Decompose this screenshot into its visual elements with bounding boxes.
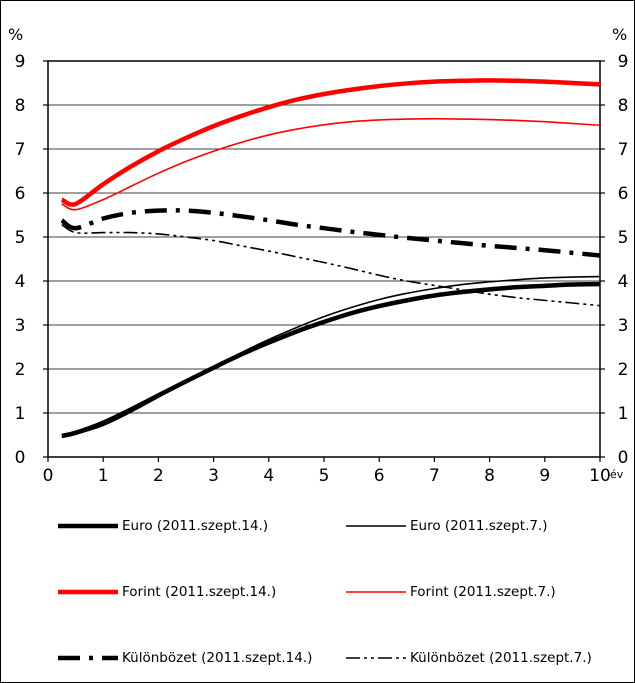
y-tick-label-right: 0 bbox=[618, 448, 629, 468]
legend-label: Különbözet (2011.szept.14.) bbox=[122, 650, 313, 666]
legend-item-diff-sep7: Különbözet (2011.szept.7.) bbox=[346, 647, 592, 669]
y-tick-label-right: 8 bbox=[618, 96, 629, 116]
legend-item-forint-sep14: Forint (2011.szept.14.) bbox=[58, 581, 276, 603]
y-tick-label-right: 3 bbox=[618, 316, 629, 336]
y-unit-left: % bbox=[8, 25, 23, 44]
y-tick-label-right: 6 bbox=[618, 184, 629, 204]
series-line-4 bbox=[60, 208, 601, 258]
legend-label: Forint (2011.szept.14.) bbox=[122, 584, 277, 600]
legend-item-euro-sep14: Euro (2011.szept.14.) bbox=[58, 515, 268, 537]
y-tick-label-left: 9 bbox=[15, 52, 26, 72]
legend-item-diff-sep14: Különbözet (2011.szept.14.) bbox=[58, 647, 312, 669]
y-tick-label-left: 8 bbox=[15, 96, 26, 116]
legend-swatch bbox=[58, 523, 118, 529]
legend-swatch bbox=[346, 525, 406, 527]
x-tick-label: 8 bbox=[484, 466, 495, 486]
y-tick-label-left: 7 bbox=[15, 140, 26, 160]
y-tick-label-left: 1 bbox=[15, 404, 26, 424]
legend-item-forint-sep7: Forint (2011.szept.7.) bbox=[346, 581, 556, 603]
x-tick-label: 3 bbox=[208, 466, 219, 486]
y-tick-label-left: 4 bbox=[15, 272, 26, 292]
plot-area bbox=[47, 60, 601, 458]
x-axis: 0 1 2 3 4 5 6 7 8 9 10 bbox=[43, 457, 611, 486]
x-tick-label: 0 bbox=[43, 466, 54, 486]
y-tick-label-right: 1 bbox=[618, 404, 629, 424]
legend-swatch bbox=[58, 589, 118, 595]
x-unit: év bbox=[610, 468, 624, 481]
series-line-2 bbox=[60, 78, 601, 207]
legend-label: Euro (2011.szept.14.) bbox=[122, 518, 269, 534]
legend-swatch bbox=[346, 591, 406, 593]
x-tick-label: 5 bbox=[319, 466, 330, 486]
x-tick-label: 2 bbox=[153, 466, 164, 486]
legend-swatch bbox=[58, 655, 118, 661]
y-tick-label-right: 9 bbox=[618, 52, 629, 72]
y-axis-left: 0 1 2 3 4 5 6 7 8 9 bbox=[15, 52, 48, 468]
y-unit-right: % bbox=[612, 25, 627, 44]
x-tick-label: 9 bbox=[539, 466, 550, 486]
x-tick-label: 10 bbox=[589, 466, 611, 486]
x-tick-label: 1 bbox=[98, 466, 109, 486]
x-tick-label: 6 bbox=[374, 466, 385, 486]
legend-swatch bbox=[346, 657, 406, 659]
y-tick-label-left: 6 bbox=[15, 184, 26, 204]
grid-lines bbox=[48, 104, 600, 414]
y-axis-right: 0 1 2 3 4 5 6 7 8 9 bbox=[600, 52, 628, 468]
legend-label: Forint (2011.szept.7.) bbox=[410, 584, 556, 600]
y-tick-label-right: 5 bbox=[618, 228, 629, 248]
legend-label: Különbözet (2011.szept.7.) bbox=[410, 650, 592, 666]
series-line-0 bbox=[61, 281, 601, 439]
y-tick-label-left: 3 bbox=[15, 316, 26, 336]
y-tick-label-right: 2 bbox=[618, 360, 629, 380]
y-tick-label-left: 5 bbox=[15, 228, 26, 248]
series-line-5 bbox=[61, 223, 601, 307]
x-tick-label: 4 bbox=[263, 466, 274, 486]
y-tick-label-left: 2 bbox=[15, 360, 26, 380]
y-tick-label-right: 4 bbox=[618, 272, 629, 292]
series-layer bbox=[60, 78, 601, 439]
legend-item-euro-sep7: Euro (2011.szept.7.) bbox=[346, 515, 548, 537]
legend-label: Euro (2011.szept.7.) bbox=[410, 518, 548, 534]
x-tick-label: 7 bbox=[429, 466, 440, 486]
series-line-3 bbox=[61, 117, 601, 211]
y-tick-label-right: 7 bbox=[618, 140, 629, 160]
y-tick-label-left: 0 bbox=[15, 448, 26, 468]
